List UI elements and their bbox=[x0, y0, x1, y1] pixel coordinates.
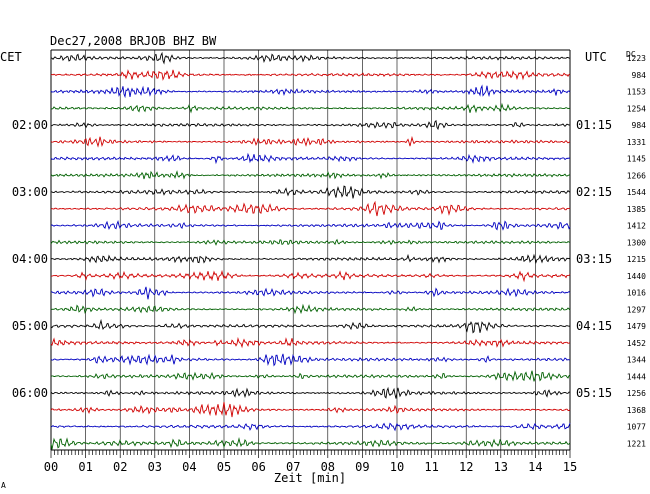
dc-value-label: 1145 bbox=[627, 155, 646, 164]
dc-value-label: 1153 bbox=[627, 88, 646, 97]
dc-value-label: 1223 bbox=[627, 54, 646, 63]
x-tick-labels: 00 01 02 03 04 05 06 07 08 09 10 11 12 13 14 15 bbox=[44, 460, 577, 474]
dc-value-label: 1440 bbox=[627, 272, 646, 281]
dc-value-label: 1412 bbox=[627, 222, 646, 231]
trace-line bbox=[50, 102, 571, 114]
trace-line bbox=[50, 269, 571, 283]
dc-values: 1223 984 1153 1254 984 1331 1145 1266 1544 1385 14… bbox=[627, 54, 646, 448]
dc-value-label: 1016 bbox=[627, 289, 646, 298]
trace-line bbox=[50, 84, 571, 99]
dc-value-label: 1385 bbox=[627, 205, 646, 214]
traces bbox=[50, 51, 571, 450]
hour-label-cet: 04:00 bbox=[12, 252, 48, 266]
x-tick-label: 02 bbox=[113, 460, 127, 474]
dc-value-label: 1331 bbox=[627, 138, 646, 147]
trace-line bbox=[50, 152, 571, 165]
trace-line bbox=[50, 51, 571, 65]
trace-line bbox=[50, 303, 571, 315]
dc-value-label: 1256 bbox=[627, 389, 646, 398]
x-tick-label: 15 bbox=[563, 460, 577, 474]
dc-value-label: 1444 bbox=[627, 372, 646, 381]
hour-label-utc: 05:15 bbox=[576, 386, 612, 400]
dc-value-label: 1297 bbox=[627, 305, 646, 314]
x-tick-label: 11 bbox=[424, 460, 438, 474]
hour-label-utc: 04:15 bbox=[576, 319, 612, 333]
x-tick-label: 00 bbox=[44, 460, 58, 474]
x-tick-label: 06 bbox=[251, 460, 265, 474]
trace-line bbox=[50, 318, 571, 334]
trace-line bbox=[50, 286, 571, 300]
x-tick-label: 04 bbox=[182, 460, 196, 474]
x-tick-label: 07 bbox=[286, 460, 300, 474]
hour-label-utc: 03:15 bbox=[576, 252, 612, 266]
dc-value-label: 1266 bbox=[627, 171, 646, 180]
trace-line bbox=[50, 238, 571, 246]
dc-value-label: 1544 bbox=[627, 188, 646, 197]
dc-value-label: 1344 bbox=[627, 356, 646, 365]
dc-value-label: 1254 bbox=[627, 104, 646, 113]
x-tick-label: 13 bbox=[494, 460, 508, 474]
hour-label-cet: 06:00 bbox=[12, 386, 48, 400]
trace-line bbox=[50, 370, 571, 382]
dc-value-label: 1300 bbox=[627, 238, 646, 247]
x-tick-label: 01 bbox=[78, 460, 92, 474]
trace-line bbox=[50, 253, 571, 264]
trace-line bbox=[50, 170, 571, 180]
trace-line bbox=[50, 401, 571, 418]
chart-title: Dec27,2008 BRJOB BHZ BW bbox=[50, 34, 217, 48]
x-tick-label: 08 bbox=[321, 460, 335, 474]
dc-value-label: 1479 bbox=[627, 322, 646, 331]
hour-label-cet: 03:00 bbox=[12, 185, 48, 199]
grid bbox=[50, 49, 571, 458]
trace-line bbox=[50, 437, 571, 450]
dc-value-label: 1221 bbox=[627, 439, 646, 448]
dc-value-label: 1452 bbox=[627, 339, 646, 348]
dc-value-label: 984 bbox=[632, 121, 647, 130]
hour-label-cet: 02:00 bbox=[12, 118, 48, 132]
x-tick-label: 10 bbox=[390, 460, 404, 474]
dc-header: DC bbox=[626, 50, 636, 59]
hour-labels-right: 01:15 02:15 03:15 04:15 05:15 bbox=[576, 118, 612, 400]
hour-label-utc: 02:15 bbox=[576, 185, 612, 199]
trace-line bbox=[50, 200, 571, 217]
hour-labels-left: 02:00 03:00 04:00 05:00 06:00 bbox=[12, 118, 48, 400]
trace-line bbox=[50, 220, 571, 231]
footer-mark: A bbox=[1, 481, 6, 490]
x-axis-label: Zeit [min] bbox=[274, 471, 346, 485]
trace-line bbox=[50, 386, 571, 399]
hour-label-cet: 05:00 bbox=[12, 319, 48, 333]
utc-header: UTC bbox=[585, 50, 607, 64]
dc-value-label: 1368 bbox=[627, 406, 646, 415]
x-tick-label: 12 bbox=[459, 460, 473, 474]
trace-line bbox=[50, 422, 571, 432]
x-tick-label: 09 bbox=[355, 460, 369, 474]
hour-label-utc: 01:15 bbox=[576, 118, 612, 132]
trace-line bbox=[50, 185, 571, 199]
x-tick-label: 03 bbox=[148, 460, 162, 474]
x-tick-label: 14 bbox=[528, 460, 542, 474]
trace-line bbox=[50, 336, 571, 349]
dc-value-label: 1077 bbox=[627, 423, 646, 432]
trace-line bbox=[50, 119, 571, 131]
cet-header: CET bbox=[0, 50, 22, 64]
trace-line bbox=[50, 353, 571, 367]
x-tick-label: 05 bbox=[217, 460, 231, 474]
dc-value-label: 984 bbox=[632, 71, 647, 80]
trace-line bbox=[50, 69, 571, 81]
dc-value-label: 1215 bbox=[627, 255, 646, 264]
trace-line bbox=[50, 135, 571, 148]
